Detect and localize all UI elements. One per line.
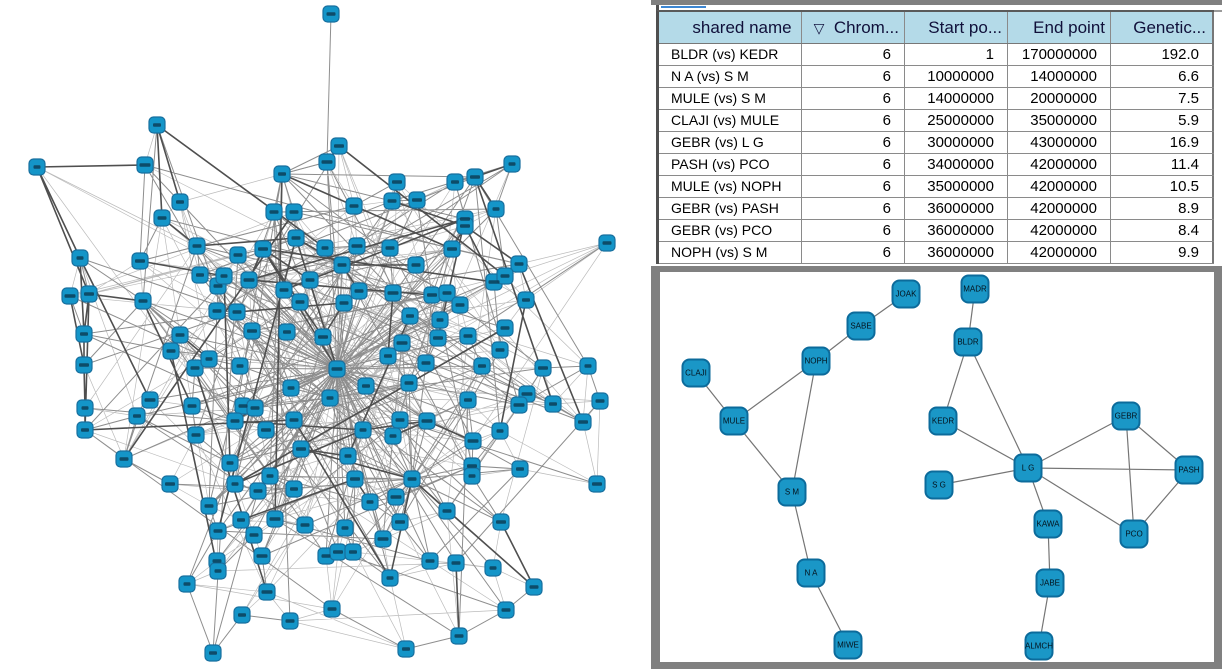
svg-text:ALMCH: ALMCH (1025, 642, 1053, 651)
svg-text:GEBR: GEBR (1115, 412, 1138, 421)
svg-text:MADR: MADR (963, 285, 987, 294)
svg-text:MULE: MULE (723, 417, 745, 426)
svg-text:KEDR: KEDR (932, 417, 954, 426)
svg-text:PASH: PASH (1178, 466, 1199, 475)
svg-text:NOPH: NOPH (804, 357, 827, 366)
svg-text:BLDR: BLDR (957, 338, 979, 347)
svg-text:SABE: SABE (850, 322, 871, 331)
svg-text:S G: S G (932, 481, 946, 490)
svg-text:S M: S M (785, 488, 800, 497)
svg-text:CLAJI: CLAJI (685, 369, 707, 378)
svg-text:JABE: JABE (1040, 579, 1060, 588)
svg-text:L G: L G (1022, 464, 1035, 473)
svg-text:KAWA: KAWA (1037, 520, 1061, 529)
svg-text:N A: N A (805, 569, 819, 578)
svg-text:PCO: PCO (1125, 530, 1142, 539)
svg-text:JOAK: JOAK (896, 290, 918, 299)
svg-text:MIWE: MIWE (837, 641, 859, 650)
